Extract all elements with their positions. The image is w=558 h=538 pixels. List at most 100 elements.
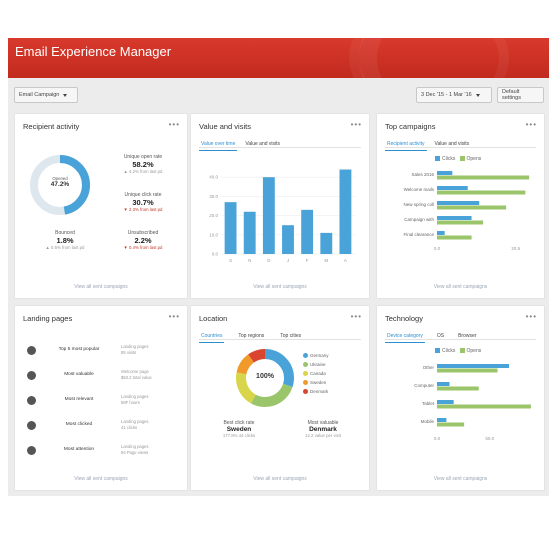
tab-top-cities[interactable]: Top cities <box>280 333 302 339</box>
bar[interactable] <box>339 169 352 254</box>
stat-value: 2.2% <box>134 236 152 245</box>
legend-dot <box>303 371 308 376</box>
stat-change: ▼ 0.4% from last pd <box>123 245 163 250</box>
view-all-campaigns-link[interactable]: View all sent campaigns <box>433 476 488 482</box>
more-menu-icon[interactable]: ••• <box>168 312 180 321</box>
donut-slice[interactable] <box>236 349 294 407</box>
bar-clicks[interactable] <box>437 216 472 220</box>
default-settings-button[interactable]: Default settings <box>497 87 544 103</box>
view-all-campaigns-link[interactable]: View all sent campaigns <box>74 476 128 482</box>
tab-value-and-visits[interactable]: Value and visits <box>434 141 470 147</box>
date-range-select[interactable]: 3 Dec '15 - 1 Mar '16 <box>416 87 492 103</box>
x-tick-label: 20.5 <box>511 246 520 251</box>
donut-slice[interactable] <box>236 349 294 407</box>
bar-opens[interactable] <box>437 175 530 180</box>
bar-clicks[interactable] <box>437 418 447 422</box>
view-all-campaigns-link[interactable]: View all sent campaigns <box>433 284 488 290</box>
bar-clicks[interactable] <box>437 382 450 386</box>
row-name: Most valuable <box>64 372 94 377</box>
more-menu-icon[interactable]: ••• <box>350 120 362 129</box>
row-meta: Landing pages 84 Page views <box>121 444 149 455</box>
landing-page-row[interactable]: Top 5 most popular Landing pages 85 visit… <box>27 344 177 364</box>
donut-arc <box>30 155 90 215</box>
bar[interactable] <box>320 232 333 254</box>
trend-up-icon: ▲ <box>45 245 50 250</box>
bar-opens[interactable] <box>437 205 507 210</box>
bar-opens[interactable] <box>437 220 484 225</box>
bar-clicks[interactable] <box>437 201 480 205</box>
app-title: Email Experience Manager <box>15 44 172 59</box>
bar-clicks[interactable] <box>437 400 454 404</box>
tab-bar: Value over time Value and visits <box>199 138 282 151</box>
tab-value-and-visits[interactable]: Value and visits <box>245 141 281 147</box>
metric-label: Best click rate <box>223 420 255 426</box>
legend-label: Clicks <box>442 156 456 162</box>
legend-dot <box>303 362 308 367</box>
row-name: Top 5 most popular <box>58 347 100 352</box>
category-label: Sales 2016 <box>411 172 434 177</box>
row-meta: Welcome page $63.2 total value <box>121 369 152 380</box>
bar-opens[interactable] <box>437 422 465 427</box>
tab-os[interactable]: OS <box>436 333 445 339</box>
more-menu-icon[interactable]: ••• <box>525 120 537 129</box>
bar-opens[interactable] <box>437 404 531 409</box>
bar-clicks[interactable] <box>437 231 445 235</box>
row-name: Most clicked <box>65 422 93 427</box>
more-menu-icon[interactable]: ••• <box>168 120 180 129</box>
bar[interactable] <box>301 209 314 254</box>
globe-icon <box>27 371 36 380</box>
bar[interactable] <box>262 177 275 254</box>
stat-value: 30.7% <box>132 198 154 207</box>
donut-center: Opened 47.2% <box>27 176 93 188</box>
date-range-label: 3 Dec '15 - 1 Mar '16 <box>421 92 472 98</box>
bar-opens[interactable] <box>437 190 526 195</box>
x-tick-label: N <box>248 258 251 263</box>
y-tick-label: 0.0 <box>212 252 219 257</box>
top-campaigns-card: Top campaigns ••• Recipient activity Val… <box>377 114 544 298</box>
tab-top-regions[interactable]: Top regions <box>238 333 265 339</box>
tab-divider <box>385 339 536 340</box>
legend-swatch <box>435 156 440 162</box>
more-menu-icon[interactable]: ••• <box>525 312 537 321</box>
tab-device-category[interactable]: Device category <box>385 330 425 343</box>
bar-opens[interactable] <box>437 368 498 373</box>
landing-page-row[interactable]: Most attention Landing pages 84 Page view… <box>27 444 177 464</box>
x-tick-label: D <box>267 258 271 263</box>
tab-value-over-time[interactable]: Value over time <box>199 138 238 151</box>
bar-clicks[interactable] <box>437 186 468 190</box>
legend-dot <box>303 389 308 394</box>
campaign-select[interactable]: Email Campaign <box>14 87 78 103</box>
view-all-campaigns-link[interactable]: View all sent campaigns <box>253 284 307 290</box>
bar[interactable] <box>282 225 294 254</box>
bar-opens[interactable] <box>437 235 472 240</box>
more-menu-icon[interactable]: ••• <box>350 312 362 321</box>
landing-page-row[interactable]: Most valuable Welcome page $63.2 total va… <box>27 369 177 389</box>
view-all-campaigns-link[interactable]: View all sent campaigns <box>74 284 128 290</box>
donut-slice[interactable] <box>236 349 294 407</box>
landing-page-row[interactable]: Most relevant Landing pages 88F hours <box>27 394 177 414</box>
x-tick-label: F <box>306 258 309 263</box>
stat-label: Unique open rate <box>123 154 163 160</box>
landing-page-row[interactable]: Most clicked Landing pages 41 clicks <box>27 419 177 439</box>
legend-item: Canada <box>303 371 326 376</box>
donut-label: Opened <box>52 176 68 181</box>
stat-value: 1.8% <box>56 236 74 245</box>
view-all-campaigns-link[interactable]: View all sent campaigns <box>253 476 307 482</box>
tab-divider <box>199 339 361 340</box>
stat-unique-click-rate: Unique click rate 30.7% ▼ 2.3% from last… <box>107 192 179 212</box>
bar-opens[interactable] <box>437 386 479 391</box>
bar[interactable] <box>224 202 237 254</box>
tab-browser[interactable]: Browser <box>458 333 477 339</box>
x-tick-label: J <box>287 258 289 263</box>
bar[interactable] <box>243 211 256 254</box>
y-tick-label: 10.0 <box>209 232 218 237</box>
tab-recipient-activity[interactable]: Recipient activity <box>385 138 427 151</box>
stat-change: ▲ 0.5% from last pd <box>45 245 85 250</box>
y-tick-label: 40.0 <box>209 175 218 180</box>
bar-clicks[interactable] <box>437 364 509 368</box>
tab-countries[interactable]: Countries <box>199 330 225 343</box>
bar-clicks[interactable] <box>437 171 453 175</box>
legend-swatch <box>459 348 465 354</box>
x-tick-label: A <box>344 258 347 263</box>
metric-label: Most valuable <box>307 420 339 426</box>
